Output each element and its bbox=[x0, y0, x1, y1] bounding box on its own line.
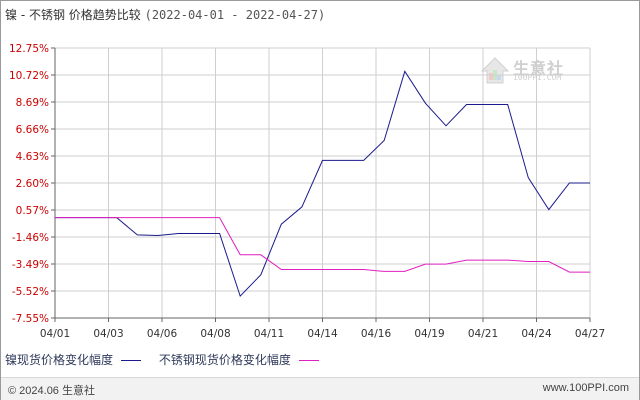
series-line-nickel bbox=[55, 70, 590, 298]
x-tick-label: 04/14 bbox=[307, 328, 338, 340]
y-tick-label: 0.57% bbox=[16, 205, 49, 217]
x-tick-label: 04/01 bbox=[40, 328, 70, 340]
series-line-stainless bbox=[55, 217, 590, 273]
chart-axes bbox=[51, 47, 591, 322]
y-tick-label: -1.46% bbox=[12, 232, 49, 244]
x-tick-label: 04/06 bbox=[147, 328, 178, 340]
y-tick-label: 12.75% bbox=[9, 43, 49, 55]
chart-title-text: 镍 - 不锈钢 价格趋势比较 bbox=[5, 8, 141, 22]
watermark-name: 生意社 bbox=[513, 61, 565, 78]
x-tick-label: 04/27 bbox=[575, 328, 605, 340]
x-tick-label: 04/08 bbox=[200, 328, 230, 340]
x-tick-label: 04/16 bbox=[361, 328, 392, 340]
y-axis-labels: 12.75% 10.72% 8.69% 6.66% 4.63% 2.60% 0.57% -1.… bbox=[9, 43, 49, 325]
y-tick-label: 6.66% bbox=[16, 124, 49, 136]
y-tick-label: 8.69% bbox=[16, 97, 49, 109]
y-tick-label: -7.55% bbox=[12, 313, 49, 325]
chart-series bbox=[55, 70, 590, 298]
y-tick-label: 4.63% bbox=[16, 151, 49, 163]
footer-bar: © 2024.06 生意社 www.100PPI.com bbox=[1, 377, 639, 400]
footer-website: www.100PPI.com bbox=[542, 382, 629, 394]
legend-swatch-nickel bbox=[121, 360, 142, 361]
x-axis-labels: 04/01 04/03 04/06 04/08 04/11 04/14 04/16 04/19… bbox=[40, 328, 605, 340]
x-tick-label: 04/21 bbox=[468, 328, 498, 340]
chart-date-range: (2022-04-01 - 2022-04-27) bbox=[144, 8, 326, 22]
legend-swatch-stainless bbox=[298, 360, 319, 361]
x-tick-label: 04/11 bbox=[254, 328, 284, 340]
legend-label-nickel: 镍现货价格变化幅度 bbox=[5, 353, 114, 367]
chart-grid bbox=[54, 47, 591, 319]
x-tick-label: 04/24 bbox=[521, 328, 552, 340]
footer-copyright: © 2024.06 生意社 bbox=[8, 385, 95, 397]
legend-label-stainless: 不锈钢现货价格变化幅度 bbox=[158, 353, 291, 367]
y-tick-label: -3.49% bbox=[12, 259, 49, 271]
chart-legend: 镍现货价格变化幅度 不锈钢现货价格变化幅度 bbox=[5, 351, 333, 368]
chart-title: 镍 - 不锈钢 价格趋势比较 (2022-04-01 - 2022-04-27) bbox=[5, 6, 325, 23]
legend-item-stainless: 不锈钢现货价格变化幅度 bbox=[159, 351, 319, 368]
y-tick-label: 10.72% bbox=[9, 70, 49, 82]
legend-item-nickel: 镍现货价格变化幅度 bbox=[5, 351, 142, 368]
x-tick-label: 04/03 bbox=[93, 328, 123, 340]
watermark-url: 100PPI.COM bbox=[513, 73, 562, 82]
y-tick-label: 2.60% bbox=[16, 178, 49, 190]
y-tick-label: -5.52% bbox=[12, 286, 49, 298]
x-tick-label: 04/19 bbox=[414, 328, 444, 340]
